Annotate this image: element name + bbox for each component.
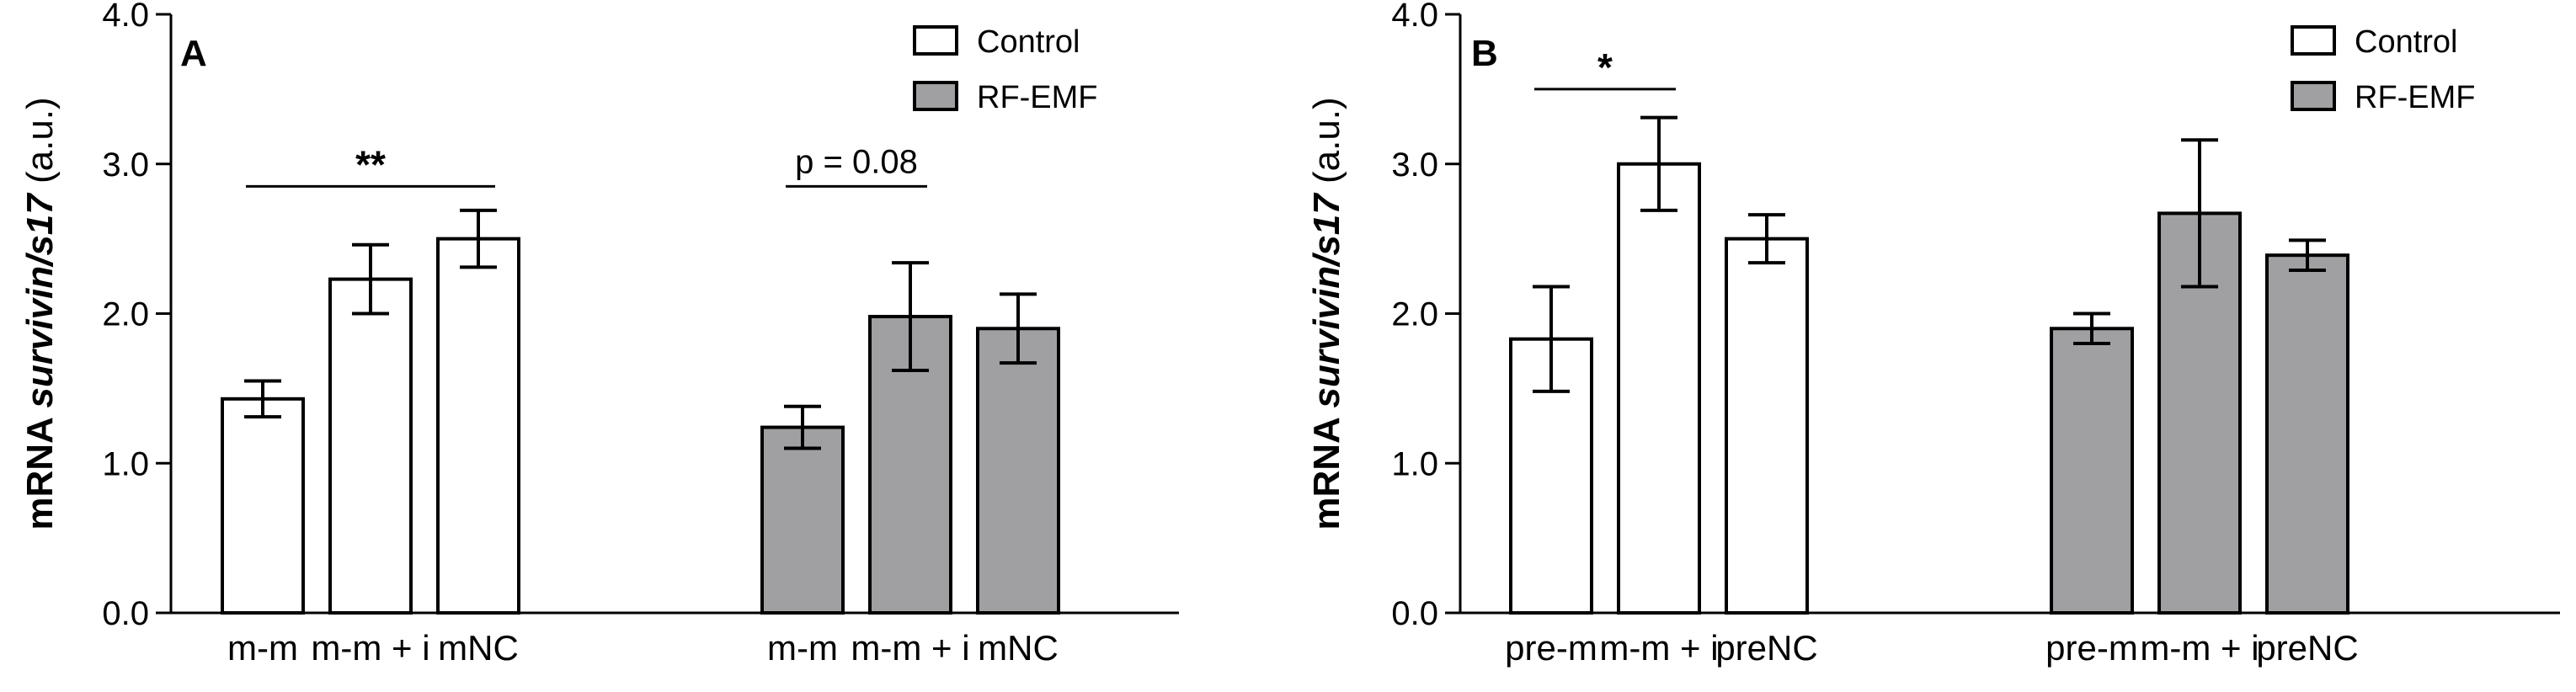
significance-label: * bbox=[1597, 45, 1613, 89]
bar bbox=[1617, 162, 1701, 615]
legend-label: RF-EMF bbox=[977, 80, 1098, 115]
legend-swatch bbox=[913, 25, 958, 56]
y-axis-title-part: mRNA bbox=[19, 408, 61, 530]
significance-label: p = 0.08 bbox=[795, 143, 918, 180]
x-category-label: mNC bbox=[438, 628, 519, 668]
y-tick-label: 0.0 bbox=[102, 595, 149, 632]
legend-swatch bbox=[2291, 81, 2336, 111]
x-category-label: m-m bbox=[227, 628, 298, 668]
x-category-label: m-m bbox=[767, 628, 838, 668]
significance-label: ** bbox=[355, 142, 386, 186]
y-tick-label: 4.0 bbox=[1391, 0, 1438, 34]
bar bbox=[2265, 253, 2349, 615]
x-category-label: m-m + i bbox=[1599, 628, 1718, 668]
y-tick-label: 4.0 bbox=[102, 0, 149, 34]
y-axis-title: mRNA survivin/s17 (a.u.) bbox=[1306, 97, 1347, 530]
legend-label: Control bbox=[977, 24, 1080, 60]
x-category-label: pre-m bbox=[2045, 628, 2138, 668]
legend-label: RF-EMF bbox=[2355, 80, 2476, 115]
y-tick-label: 1.0 bbox=[102, 445, 149, 482]
y-axis-title-part: survivin/s17 bbox=[1306, 192, 1347, 408]
y-tick-label: 0.0 bbox=[1391, 595, 1438, 632]
x-category-label: mNC bbox=[978, 628, 1059, 668]
y-axis-title-part: mRNA bbox=[1306, 408, 1347, 530]
x-category-label: pre-m bbox=[1505, 628, 1597, 668]
bar bbox=[760, 425, 845, 615]
y-tick-label: 3.0 bbox=[1391, 146, 1438, 184]
bar bbox=[2050, 327, 2134, 615]
bar bbox=[976, 327, 1060, 615]
x-category-label: m-m + i bbox=[311, 628, 429, 668]
legend-label: Control bbox=[2355, 24, 2458, 60]
panel-letter: A bbox=[180, 33, 207, 74]
x-category-label: m-m + i bbox=[851, 628, 969, 668]
y-tick-label: 2.0 bbox=[1391, 296, 1438, 333]
y-axis-title-part: (a.u.) bbox=[19, 97, 61, 194]
chart-panel-a: 0.01.02.03.04.0m-m m-m + i mNC m-m m-m + i mN… bbox=[19, 0, 1179, 668]
y-axis-title: mRNA survivin/s17 (a.u.) bbox=[19, 97, 61, 530]
y-tick-label: 3.0 bbox=[102, 146, 149, 184]
bar bbox=[328, 277, 413, 615]
y-axis-title-part: survivin/s17 bbox=[19, 192, 61, 408]
legend-swatch bbox=[913, 81, 958, 111]
x-category-label: m-m + i bbox=[2140, 628, 2259, 668]
bar bbox=[1725, 237, 1809, 615]
bar bbox=[436, 237, 520, 615]
x-category-label: preNC bbox=[2256, 628, 2358, 668]
bar bbox=[221, 397, 305, 615]
y-tick-label: 2.0 bbox=[102, 296, 149, 333]
y-tick-label: 1.0 bbox=[1391, 445, 1438, 482]
panel-letter: B bbox=[1471, 33, 1498, 74]
legend-swatch bbox=[2291, 25, 2336, 56]
x-category-label: preNC bbox=[1715, 628, 1817, 668]
y-axis-title-part: (a.u.) bbox=[1306, 97, 1347, 194]
